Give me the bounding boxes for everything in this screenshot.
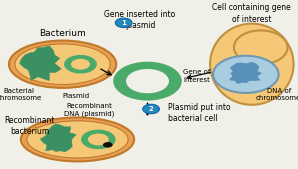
Circle shape bbox=[126, 69, 169, 93]
Text: Plasmid: Plasmid bbox=[62, 93, 90, 99]
Circle shape bbox=[213, 56, 279, 93]
Text: Plasmid put into
bacterial cell: Plasmid put into bacterial cell bbox=[168, 103, 231, 123]
Ellipse shape bbox=[15, 44, 110, 84]
Circle shape bbox=[103, 142, 113, 148]
Ellipse shape bbox=[9, 41, 116, 88]
Circle shape bbox=[115, 18, 132, 28]
Polygon shape bbox=[20, 46, 61, 81]
Circle shape bbox=[64, 55, 97, 74]
Ellipse shape bbox=[27, 121, 128, 158]
Polygon shape bbox=[229, 62, 262, 83]
Ellipse shape bbox=[210, 24, 294, 105]
Ellipse shape bbox=[21, 117, 134, 161]
Text: 2: 2 bbox=[149, 106, 153, 112]
Text: Bacterial
chromosome: Bacterial chromosome bbox=[0, 88, 42, 101]
Polygon shape bbox=[40, 124, 76, 152]
Text: Recombinant
DNA (plasmid): Recombinant DNA (plasmid) bbox=[64, 103, 115, 117]
Text: DNA of
chromosome: DNA of chromosome bbox=[256, 88, 298, 101]
Circle shape bbox=[143, 104, 159, 114]
Ellipse shape bbox=[234, 30, 288, 64]
Text: Bacterium: Bacterium bbox=[39, 29, 86, 38]
Circle shape bbox=[81, 130, 116, 149]
Text: Cell containing gene
of interest: Cell containing gene of interest bbox=[212, 4, 291, 23]
Text: Gene of
interest: Gene of interest bbox=[183, 69, 211, 83]
Text: 1: 1 bbox=[121, 20, 126, 26]
Circle shape bbox=[88, 134, 109, 145]
Circle shape bbox=[71, 59, 90, 70]
Text: Recombinant
bacterium: Recombinant bacterium bbox=[4, 116, 55, 136]
Circle shape bbox=[113, 62, 182, 101]
Text: Gene inserted into
plasmid: Gene inserted into plasmid bbox=[104, 10, 176, 30]
